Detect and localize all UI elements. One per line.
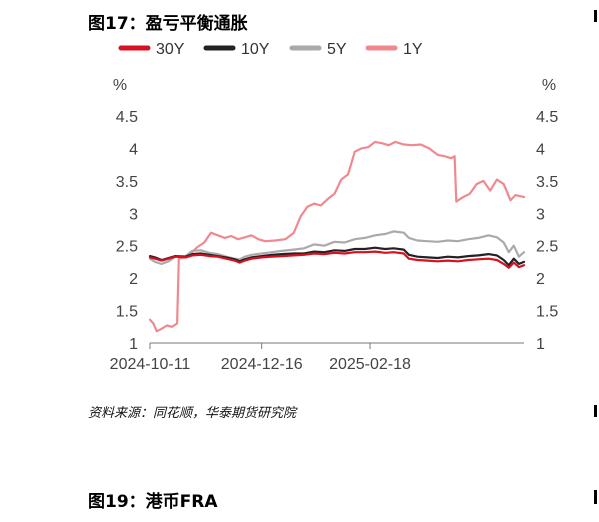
edge-divider-bottom xyxy=(594,490,597,504)
x-tick-label: 2025-02-18 xyxy=(329,356,411,373)
y-tick-label-left: 1.5 xyxy=(116,304,138,321)
series-layer xyxy=(148,140,526,333)
legend-label-5y: 5Y xyxy=(327,41,347,58)
series-line-5y xyxy=(148,230,526,265)
y-tick-label-right: 1 xyxy=(536,336,545,353)
y-axis-unit-left: % xyxy=(113,77,127,94)
series-line-10y xyxy=(148,246,526,267)
y-tick-label-right: 4 xyxy=(536,141,545,158)
y-axis-unit-right: % xyxy=(542,77,556,94)
breakeven-inflation-chart: 30Y 10Y 5Y 1Y % % 1 1.5 2 2.5 3 3.5 4 4.5 1 1.5 2 2.5… xyxy=(110,41,559,373)
y-tick-label-right: 3.5 xyxy=(536,174,558,191)
y-tick-label-left: 4 xyxy=(129,141,138,158)
y-tick-label-left: 3.5 xyxy=(116,174,138,191)
y-tick-label-left: 1 xyxy=(129,336,138,353)
x-tick-label: 2024-12-16 xyxy=(221,356,303,373)
x-axis: 2024-10-11 2024-12-16 2025-02-18 xyxy=(110,343,411,373)
legend-label-1y: 1Y xyxy=(403,41,423,58)
source-note: 资料来源：同花顺，华泰期货研究院 xyxy=(88,406,297,421)
edge-divider-mid xyxy=(594,405,597,417)
legend-label-30y: 30Y xyxy=(156,41,185,58)
y-tick-label-right: 2.5 xyxy=(536,239,558,256)
next-figure-title: 图19：港币FRA xyxy=(88,492,218,512)
y-axis-left: 1 1.5 2 2.5 3 3.5 4 4.5 xyxy=(116,109,138,353)
series-line-30y xyxy=(148,250,526,269)
y-tick-label-left: 2 xyxy=(129,271,138,288)
y-tick-label-right: 2 xyxy=(536,271,545,288)
y-tick-label-right: 3 xyxy=(536,206,545,223)
y-tick-label-left: 3 xyxy=(129,206,138,223)
y-tick-label-left: 4.5 xyxy=(116,109,138,126)
edge-divider-top xyxy=(594,10,597,22)
figure-title: 图17：盈亏平衡通胀 xyxy=(88,14,248,34)
chart-legend: 30Y 10Y 5Y 1Y xyxy=(118,41,423,58)
x-tick-label: 2024-10-11 xyxy=(110,356,191,373)
y-tick-label-right: 4.5 xyxy=(536,109,558,126)
y-tick-label-right: 1.5 xyxy=(536,304,558,321)
legend-label-10y: 10Y xyxy=(241,41,270,58)
series-line-1y xyxy=(148,140,526,333)
y-axis-right: 1 1.5 2 2.5 3 3.5 4 4.5 xyxy=(536,109,558,353)
y-tick-label-left: 2.5 xyxy=(116,239,138,256)
